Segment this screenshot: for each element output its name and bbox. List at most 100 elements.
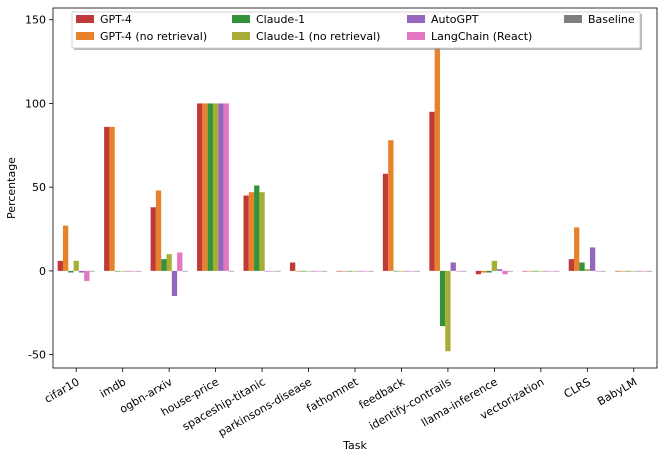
- bar-gpt-4-feedback: [382, 173, 389, 271]
- bar-baseline-ogbn-arxiv: [182, 270, 188, 272]
- y-axis: -50 0 50 100 150: [25, 14, 53, 362]
- bar-autogpt-vectorization: [543, 270, 549, 272]
- bar-claude-1-no-retrieval-feedback: [398, 270, 405, 272]
- legend-box: [71, 11, 641, 49]
- bar-baseline-identify-contrails: [461, 270, 467, 272]
- bar-autogpt-clrs: [589, 247, 596, 271]
- legend-swatch: [76, 15, 94, 23]
- bar-gpt-4-no-retrieval-babylm: [620, 270, 626, 272]
- bar-gpt-4-no-retrieval-vectorization: [527, 270, 533, 272]
- bar-gpt-4-imdb: [104, 126, 110, 271]
- x-tick-label: fathomnet: [304, 375, 361, 415]
- bar-autogpt-imdb: [125, 270, 131, 272]
- bar-claude-1-no-retrieval-imdb: [120, 270, 126, 272]
- x-tick-label: imdb: [98, 375, 129, 400]
- legend-swatch: [407, 32, 425, 40]
- bar-claude-1-clrs: [579, 262, 585, 271]
- x-axis-title: Task: [342, 439, 367, 452]
- bar-claude-1-house-price: [207, 103, 213, 271]
- legend-swatch: [232, 15, 250, 23]
- bar-langchain-react-ogbn-arxiv: [177, 252, 183, 271]
- bar-claude-1-vectorization: [532, 270, 539, 272]
- bar-gpt-4-no-retrieval-ogbn-arxiv: [155, 190, 162, 271]
- bar-autogpt-ogbn-arxiv: [171, 270, 178, 296]
- bar-langchain-react-parkinsons-disease: [316, 270, 322, 272]
- legend-label: Baseline: [588, 13, 635, 26]
- bar-gpt-4-no-retrieval-clrs: [574, 227, 580, 271]
- bar-claude-1-no-retrieval-spaceship-titanic: [259, 192, 265, 271]
- x-axis: cifar10 imdbogbn-arxivhouse-pricespaceshi…: [42, 368, 639, 439]
- bar-gpt-4-no-retrieval-identify-contrails: [434, 31, 440, 271]
- bar-claude-1-no-retrieval-llama-inference: [491, 260, 498, 271]
- x-tick-label: CLRS: [562, 375, 593, 400]
- bar-claude-1-no-retrieval-clrs: [584, 269, 590, 271]
- bar-claude-1-no-retrieval-parkinsons-disease: [305, 270, 312, 272]
- bar-gpt-4-no-retrieval-spaceship-titanic: [248, 192, 255, 271]
- bar-gpt-4-vectorization: [522, 270, 528, 272]
- bar-gpt-4-house-price: [197, 103, 203, 271]
- bar-baseline-parkinsons-disease: [321, 270, 328, 272]
- bar-autogpt-fathomnet: [357, 270, 363, 272]
- legend-swatch: [232, 32, 250, 40]
- bar-claude-1-feedback: [393, 270, 399, 272]
- bar-baseline-spaceship-titanic: [275, 270, 281, 272]
- bar-gpt-4-llama-inference: [475, 270, 482, 275]
- bar-gpt-4-ogbn-arxiv: [150, 207, 156, 271]
- bar-langchain-react-babylm: [641, 270, 648, 272]
- bar-baseline-babylm: [647, 270, 653, 272]
- legend-swatch: [564, 15, 582, 23]
- bar-claude-1-cifar10: [68, 270, 74, 273]
- legend-label: Claude-1 (no retrieval): [256, 30, 380, 43]
- y-tick-label: -50: [28, 349, 46, 362]
- plot-frame: [52, 7, 658, 369]
- bar-claude-1-imdb: [114, 270, 121, 272]
- bar-langchain-react-spaceship-titanic: [270, 270, 276, 272]
- bar-baseline-vectorization: [554, 270, 560, 272]
- bar-langchain-react-identify-contrails: [455, 270, 462, 272]
- bar-claude-1-no-retrieval-house-price: [212, 103, 219, 271]
- bar-gpt-4-no-retrieval-fathomnet: [341, 270, 348, 272]
- bar-langchain-react-vectorization: [548, 270, 555, 272]
- bar-claude-1-ogbn-arxiv: [161, 259, 167, 271]
- bar-claude-1-fathomnet: [347, 270, 353, 272]
- legend-label: AutoGPT: [431, 13, 479, 26]
- bar-claude-1-no-retrieval-identify-contrails: [445, 270, 451, 352]
- bar-baseline-feedback: [414, 270, 421, 272]
- bar-gpt-4-cifar10: [57, 260, 63, 271]
- legend-label: LangChain (React): [431, 30, 532, 43]
- bar-gpt-4-parkinsons-disease: [289, 262, 296, 271]
- bar-gpt-4-identify-contrails: [429, 111, 435, 271]
- bar-claude-1-no-retrieval-fathomnet: [352, 270, 358, 272]
- bar-claude-1-spaceship-titanic: [254, 185, 260, 271]
- bar-baseline-cifar10: [89, 270, 95, 272]
- bar-claude-1-no-retrieval-babylm: [631, 270, 637, 272]
- y-tick-label: 150: [25, 14, 46, 27]
- bar-autogpt-babylm: [636, 270, 642, 272]
- bar-baseline-fathomnet: [368, 270, 374, 272]
- bar-gpt-4-no-retrieval-llama-inference: [481, 270, 487, 273]
- bar-autogpt-llama-inference: [497, 269, 503, 271]
- legend-swatch: [76, 32, 94, 40]
- bar-gpt-4-no-retrieval-feedback: [388, 140, 394, 271]
- bar-langchain-react-llama-inference: [502, 270, 508, 275]
- bar-autogpt-spaceship-titanic: [264, 270, 271, 272]
- bar-baseline-llama-inference: [507, 270, 513, 272]
- bar-gpt-4-no-retrieval-house-price: [202, 103, 208, 271]
- y-tick-label: 50: [32, 181, 46, 194]
- bar-langchain-react-house-price: [223, 103, 229, 271]
- bar-gpt-4-clrs: [568, 259, 575, 271]
- y-axis-title: Percentage: [5, 157, 18, 219]
- bar-gpt-4-spaceship-titanic: [243, 195, 249, 271]
- bar-baseline-house-price: [228, 270, 235, 272]
- legend-swatch: [407, 15, 425, 23]
- bar-gpt-4-fathomnet: [336, 270, 342, 272]
- bar-claude-1-babylm: [625, 270, 632, 272]
- bar-baseline-imdb: [135, 270, 142, 272]
- bar-claude-1-no-retrieval-ogbn-arxiv: [166, 254, 172, 271]
- bar-baseline-clrs: [600, 270, 606, 272]
- bar-autogpt-house-price: [218, 103, 224, 271]
- bar-langchain-react-fathomnet: [362, 270, 369, 272]
- bar-autogpt-feedback: [404, 270, 410, 272]
- bar-gpt-4-no-retrieval-cifar10: [62, 225, 69, 271]
